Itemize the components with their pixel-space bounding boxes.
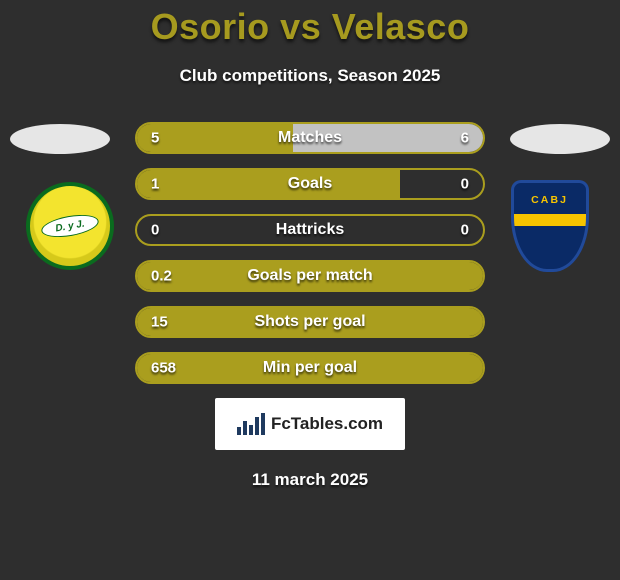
stat-label: Min per goal	[263, 359, 357, 377]
page-title: Osorio vs Velasco	[0, 0, 620, 48]
stat-value-right: 0	[461, 176, 469, 193]
bar-chart-icon	[237, 413, 265, 435]
stat-value-right: 0	[461, 222, 469, 239]
stat-value-left: 0.2	[151, 268, 172, 285]
stat-label: Hattricks	[276, 221, 344, 239]
stat-row: 0 0 Hattricks	[135, 214, 485, 246]
stat-label: Shots per goal	[254, 313, 365, 331]
stat-label: Matches	[278, 129, 342, 147]
stat-value-left: 658	[151, 360, 176, 377]
stat-bar-left	[137, 170, 400, 198]
watermark-text: FcTables.com	[271, 414, 383, 434]
stat-label: Goals per match	[247, 267, 372, 285]
stat-label: Goals	[288, 175, 332, 193]
watermark: FcTables.com	[215, 398, 405, 450]
stat-row: 15 Shots per goal	[135, 306, 485, 338]
footer-date: 11 march 2025	[0, 470, 620, 490]
stat-row: 658 Min per goal	[135, 352, 485, 384]
stat-value-right: 6	[461, 130, 469, 147]
stat-value-left: 1	[151, 176, 159, 193]
subtitle: Club competitions, Season 2025	[0, 66, 620, 86]
stat-row: 1 0 Goals	[135, 168, 485, 200]
stat-value-left: 15	[151, 314, 168, 331]
stat-value-left: 5	[151, 130, 159, 147]
stat-value-left: 0	[151, 222, 159, 239]
comparison-rows: 5 6 Matches 1 0 Goals 0 0 Hattricks 0.2 Goals per …	[0, 122, 620, 384]
stat-row: 5 6 Matches	[135, 122, 485, 154]
stat-row: 0.2 Goals per match	[135, 260, 485, 292]
stat-bar-left	[137, 124, 293, 152]
